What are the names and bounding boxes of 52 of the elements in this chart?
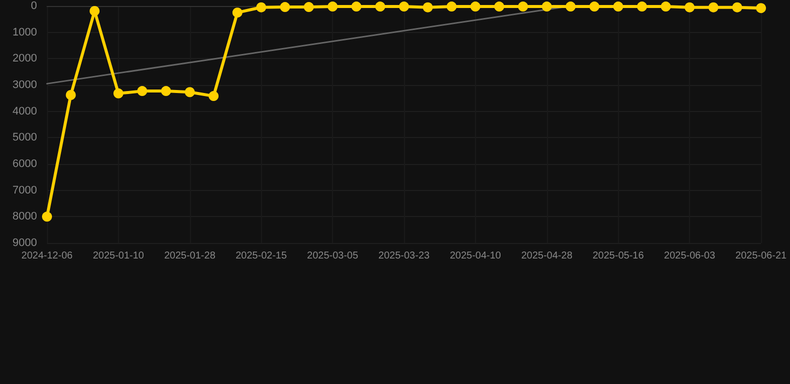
point [232,8,242,18]
point [446,2,457,12]
y-tick-label: 5000 [12,132,37,144]
point [684,2,695,12]
x-tick-label: 2025-03-05 [307,250,359,262]
point [756,3,766,14]
point [137,86,148,96]
point [542,2,552,12]
point [518,2,528,12]
x-tick-label: 2025-06-03 [664,250,716,262]
y-tick-label: 9000 [12,237,37,249]
x-tick-label: 2025-04-10 [450,250,502,262]
point [470,2,480,12]
point [589,2,600,12]
point [660,2,671,12]
x-tick-label: 2025-01-28 [164,250,216,262]
x-tick-label: 2025-05-16 [592,250,644,262]
y-tick-label: 8000 [12,210,37,223]
point [42,212,52,222]
point [208,91,219,102]
x-tick-label: 2025-02-15 [236,250,288,262]
point [494,2,504,12]
point [161,86,171,96]
y-tick-label: 4000 [12,105,37,118]
y-tick-label: 6000 [12,158,37,170]
point [256,2,266,12]
x-tick-label: 2025-06-21 [735,250,788,262]
y-tick-label: 0 [30,0,37,12]
point [566,2,576,12]
point [328,2,338,12]
point [613,2,624,12]
x-tick-label: 2025-04-28 [521,250,573,262]
point [399,2,409,12]
y-tick-label: 2000 [12,52,37,65]
y-tick-label: 7000 [12,184,37,196]
y-tick-label: 1000 [12,26,37,38]
point [422,2,433,12]
point [280,2,290,12]
y-tick-label: 3000 [12,79,37,91]
point [351,2,362,12]
point [184,87,195,98]
point [732,2,742,12]
point [113,88,124,98]
point [375,2,386,12]
point [66,90,76,100]
x-tick-label: 2025-01-10 [92,250,144,262]
point [637,2,647,12]
point [304,2,314,12]
x-tick-label: 2024-12-06 [21,250,74,262]
x-tick-label: 2025-03-23 [378,250,430,262]
point [90,6,100,16]
point [708,2,718,12]
